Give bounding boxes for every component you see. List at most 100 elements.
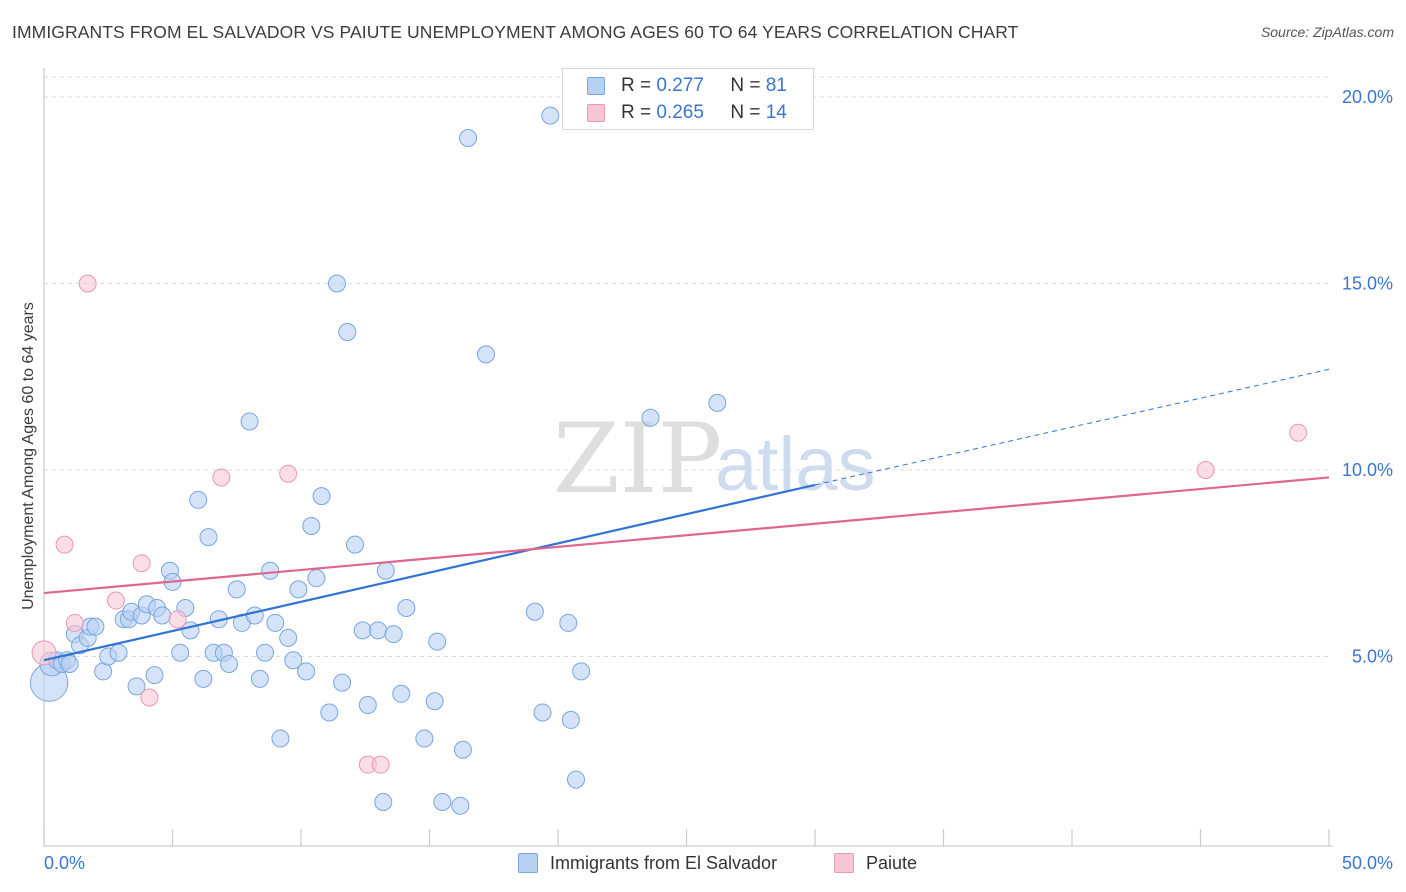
data-point-el-salvador xyxy=(245,606,264,625)
data-point-el-salvador xyxy=(227,580,246,599)
data-point-el-salvador xyxy=(433,792,452,811)
stats-r-value: 0.265 xyxy=(656,102,704,123)
stats-n-label: N = xyxy=(730,75,761,96)
y-tick-label: 5.0% xyxy=(1352,647,1393,667)
data-point-el-salvador xyxy=(708,393,727,412)
data-point-el-salvador xyxy=(153,606,172,625)
y-tick-label: 15.0% xyxy=(1342,274,1393,294)
data-point-el-salvador xyxy=(60,654,79,673)
data-point-el-salvador xyxy=(374,792,393,811)
trend-line-blue xyxy=(43,483,816,662)
data-point-paiute xyxy=(168,610,187,629)
data-point-el-salvador xyxy=(312,487,331,506)
data-point-paiute xyxy=(65,613,84,632)
data-point-paiute xyxy=(279,464,298,483)
data-point-paiute xyxy=(106,591,125,610)
data-point-el-salvador xyxy=(261,561,280,580)
stats-swatch-blue xyxy=(587,77,605,95)
data-point-paiute xyxy=(212,468,231,487)
data-point-el-salvador xyxy=(271,729,290,748)
data-point-el-salvador xyxy=(369,621,388,640)
y-tick-label: 10.0% xyxy=(1342,460,1393,480)
stats-n-label: N = xyxy=(730,102,761,123)
data-point-el-salvador xyxy=(127,677,146,696)
chart-title: IMMIGRANTS FROM EL SALVADOR VS PAIUTE UN… xyxy=(12,22,1019,42)
legend-label: Paiute xyxy=(866,853,918,873)
legend-label: Immigrants from El Salvador xyxy=(550,853,778,873)
trend-lines xyxy=(814,368,1330,486)
data-point-el-salvador xyxy=(415,729,434,748)
x-tick-label: 0.0% xyxy=(44,853,85,873)
data-point-paiute xyxy=(31,640,57,666)
data-point-el-salvador xyxy=(289,580,308,599)
data-point-el-salvador xyxy=(541,106,560,125)
data-point-el-salvador xyxy=(392,684,411,703)
data-point-el-salvador xyxy=(220,654,239,673)
watermark: ZIP atlas xyxy=(553,403,876,515)
stats-r-label: R = xyxy=(621,75,652,96)
data-point-el-salvador xyxy=(94,662,113,681)
data-point-el-salvador xyxy=(561,710,580,729)
data-point-el-salvador xyxy=(327,274,346,293)
data-point-el-salvador xyxy=(279,628,298,647)
data-point-el-salvador xyxy=(353,621,372,640)
data-point-el-salvador xyxy=(345,535,364,554)
data-point-paiute xyxy=(371,755,390,774)
data-point-el-salvador xyxy=(240,412,259,431)
data-point-el-salvador xyxy=(297,662,316,681)
stats-r-value: 0.277 xyxy=(656,75,704,96)
data-point-el-salvador xyxy=(145,666,164,685)
stats-r-label: R = xyxy=(621,102,652,123)
data-point-el-salvador xyxy=(477,345,496,364)
data-point-paiute xyxy=(1196,461,1215,479)
watermark-atlas: atlas xyxy=(715,422,876,507)
data-point-el-salvador xyxy=(199,528,218,547)
data-point-el-salvador xyxy=(320,703,339,722)
data-point-el-salvador xyxy=(428,632,447,651)
data-point-el-salvador xyxy=(358,695,377,714)
gridlines xyxy=(44,76,1329,657)
data-point-el-salvador xyxy=(559,613,578,632)
data-point-el-salvador xyxy=(384,625,403,644)
data-point-el-salvador xyxy=(453,740,472,759)
data-point-el-salvador xyxy=(189,490,208,509)
data-point-paiute xyxy=(1289,423,1308,442)
data-point-el-salvador xyxy=(533,703,552,722)
y-tick-label: 20.0% xyxy=(1342,87,1393,107)
legend-swatch-blue xyxy=(518,853,538,873)
data-points xyxy=(29,106,1330,815)
stats-n-value: 81 xyxy=(765,75,787,96)
data-point-el-salvador xyxy=(451,796,470,815)
data-point-paiute xyxy=(55,535,74,554)
data-point-el-salvador xyxy=(641,408,660,427)
data-point-el-salvador xyxy=(338,322,357,341)
stats-n-value: 14 xyxy=(765,102,787,123)
data-point-el-salvador xyxy=(425,692,444,711)
watermark-zip: ZIP xyxy=(553,403,722,515)
trend-line-pink xyxy=(43,476,1330,595)
data-point-paiute xyxy=(78,274,97,293)
data-point-el-salvador xyxy=(525,602,544,621)
data-point-el-salvador xyxy=(307,569,326,588)
data-point-el-salvador xyxy=(284,651,303,670)
trend-line-blue-extension xyxy=(814,368,1330,486)
data-point-el-salvador xyxy=(86,617,105,636)
legend-swatch-pink xyxy=(834,853,854,873)
x-tick-label: 50.0% xyxy=(1342,853,1393,873)
source-credit: Source: ZipAtlas.com xyxy=(1260,24,1394,40)
data-point-el-salvador xyxy=(397,599,416,618)
data-point-el-salvador xyxy=(250,669,269,688)
data-point-el-salvador xyxy=(194,669,213,688)
data-point-el-salvador xyxy=(376,561,395,580)
data-point-el-salvador xyxy=(572,662,591,681)
data-point-el-salvador xyxy=(302,516,321,535)
axes xyxy=(43,68,1333,847)
stats-box: R = 0.277 N = 81 R = 0.265 N = 14 xyxy=(562,68,814,130)
data-point-paiute xyxy=(140,688,159,707)
data-point-el-salvador xyxy=(566,770,585,789)
stats-swatch-pink xyxy=(587,104,605,122)
data-point-el-salvador xyxy=(109,643,128,662)
tick-labels: 5.0% 10.0% 15.0% 20.0% 0.0% 50.0% xyxy=(44,87,1393,873)
data-point-el-salvador xyxy=(459,129,478,148)
